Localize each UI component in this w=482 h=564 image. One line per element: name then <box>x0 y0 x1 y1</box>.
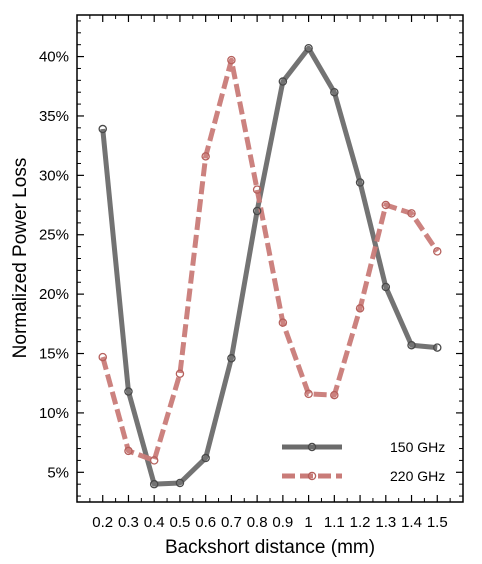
data-point <box>381 200 391 210</box>
y-tick-label: 35% <box>39 108 69 125</box>
data-point <box>304 389 313 399</box>
y-tick-label: 5% <box>47 464 69 481</box>
series-line-150ghz <box>100 45 438 487</box>
legend-marker <box>307 442 317 452</box>
y-tick-label: 40% <box>39 49 69 66</box>
data-point <box>227 354 236 363</box>
data-point <box>381 282 391 292</box>
x-tick-label: 0.2 <box>92 514 113 531</box>
x-tick-label: 1.4 <box>401 514 422 531</box>
y-tick-label: 20% <box>39 286 69 303</box>
series-line-220ghz <box>100 57 440 463</box>
data-point <box>278 318 288 327</box>
x-tick-label: 1.1 <box>324 514 345 531</box>
x-tick-label: 1.3 <box>375 514 396 531</box>
data-point <box>252 206 262 216</box>
data-point <box>149 479 159 489</box>
data-point <box>278 77 288 86</box>
x-tick-label: 0.4 <box>144 514 165 531</box>
data-point <box>175 369 185 378</box>
data-point <box>227 55 236 65</box>
x-tick-label: 0.6 <box>195 514 216 531</box>
x-tick-label: 0.7 <box>221 514 242 531</box>
legend-label: 150 GHz <box>390 439 445 455</box>
y-tick-label: 30% <box>39 167 69 184</box>
legend-label: 220 GHz <box>390 468 445 484</box>
data-point <box>149 456 159 465</box>
x-tick-label: 0.9 <box>272 514 293 531</box>
x-axis-title: Backshort distance (mm) <box>165 537 375 558</box>
data-point <box>175 478 185 488</box>
data-point <box>98 352 107 362</box>
x-tick-label: 1 <box>304 514 312 531</box>
x-tick-label: 1.2 <box>350 514 371 531</box>
legend-marker <box>307 471 317 481</box>
y-tick-label: 25% <box>39 227 69 244</box>
data-point <box>124 446 133 456</box>
data-point <box>124 387 133 396</box>
legend: 150 GHz 220 GHz <box>282 439 445 484</box>
series-layer <box>98 44 442 489</box>
data-point <box>201 453 210 463</box>
y-axis-title: Normalized Power Loss <box>10 158 31 359</box>
data-point <box>355 304 365 313</box>
data-point <box>330 390 339 400</box>
x-tick-label: 0.3 <box>118 514 139 531</box>
x-tick-label: 0.5 <box>170 514 191 531</box>
data-point <box>201 152 210 161</box>
data-point <box>330 87 339 97</box>
data-point <box>98 124 107 134</box>
data-point <box>433 343 442 352</box>
y-axis: 5% 10% 15% 20% 25% 30% 35% 40% <box>39 20 463 497</box>
data-point <box>304 44 313 53</box>
x-axis: 0.2 0.3 0.4 0.5 0.6 0.7 0.8 0.9 1 1.1 1.2 1.3 1.4 1.5 <box>89 15 451 531</box>
x-tick-label: 1.5 <box>427 514 448 531</box>
y-tick-label: 10% <box>39 405 69 422</box>
y-tick-label: 15% <box>39 346 69 363</box>
data-point <box>433 247 442 256</box>
data-point <box>355 178 365 187</box>
data-point <box>252 185 262 194</box>
x-tick-label: 0.8 <box>247 514 268 531</box>
data-point <box>407 209 416 218</box>
data-point <box>407 340 416 350</box>
